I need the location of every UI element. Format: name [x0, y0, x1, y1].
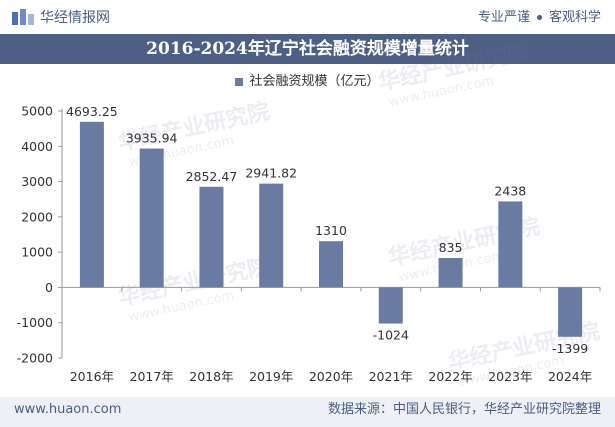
bar: [438, 257, 463, 288]
y-tick-label: 1000: [21, 245, 53, 260]
chart-title: 2016-2024年辽宁社会融资规模增量统计: [146, 39, 469, 59]
y-tick-label: 4000: [21, 139, 53, 154]
chart-legend: 社会融资规模（亿元）: [0, 73, 615, 91]
data-label: 3935.94: [126, 131, 178, 146]
data-label: -1399: [552, 341, 588, 356]
y-tick-label: 3000: [21, 174, 53, 189]
logo-icon: [12, 9, 34, 25]
slogan-left: 专业严谨: [477, 10, 530, 25]
x-tick-label: 2023年: [488, 369, 532, 384]
x-tick-label: 2016年: [70, 369, 114, 384]
slogan: 专业严谨 客观科学: [478, 8, 601, 28]
data-label: 835: [439, 240, 463, 255]
data-label: -1024: [373, 328, 409, 343]
data-label: 1310: [315, 223, 347, 238]
chart-data-labels: 4693.25 3935.94 2852.47 2941.82 1310 -1024 835…: [66, 104, 588, 356]
bar-chart: 华经产业研究院www.huaon.com华经产业研究院www.huaon.com…: [17, 38, 602, 390]
x-tick-label: 2019年: [249, 369, 293, 384]
bar: [259, 183, 284, 288]
bar: [199, 186, 224, 288]
legend-swatch: [235, 77, 244, 86]
footer-source: 数据来源：中国人民银行，华经产业研究院整理: [327, 402, 601, 417]
bar: [79, 121, 104, 288]
top-bar: 华经情报网 专业严谨 客观科学: [0, 0, 615, 34]
data-label: 4693.25: [66, 104, 118, 119]
bar: [558, 287, 583, 337]
footer: www.huaon.com 数据来源：中国人民银行，华经产业研究院整理: [0, 397, 615, 427]
x-tick-label: 2021年: [369, 369, 413, 384]
logo[interactable]: 华经情报网: [12, 8, 162, 28]
x-tick-label: 2017年: [130, 369, 174, 384]
y-tick-label: 5000: [21, 104, 53, 119]
y-tick-label: -2000: [17, 351, 53, 366]
bar: [378, 287, 403, 324]
watermarks: 华经产业研究院www.huaon.com华经产业研究院www.huaon.com…: [116, 38, 602, 390]
legend-label: 社会融资规模（亿元）: [249, 74, 380, 89]
x-tick-label: 2020年: [309, 369, 353, 384]
x-tick-label: 2024年: [548, 369, 592, 384]
data-label: 2941.82: [245, 166, 297, 181]
bar: [319, 241, 343, 288]
title-bar: 2016-2024年辽宁社会融资规模增量统计: [0, 34, 615, 64]
slogan-right: 客观科学: [548, 10, 601, 25]
y-tick-label: 0: [45, 280, 53, 295]
data-label: 2852.47: [186, 169, 238, 184]
bar: [498, 201, 523, 288]
x-tick-label: 2018年: [189, 369, 233, 384]
bar: [139, 148, 164, 288]
y-tick-label: 2000: [21, 209, 53, 224]
x-tick-label: 2022年: [428, 369, 472, 384]
y-tick-label: -1000: [17, 315, 53, 330]
data-label: 2438: [494, 183, 526, 198]
logo-text: 华经情报网: [40, 10, 110, 26]
chart-bars: [79, 121, 583, 337]
slogan-dot-icon: [536, 15, 542, 20]
footer-website[interactable]: www.huaon.com: [14, 402, 122, 417]
